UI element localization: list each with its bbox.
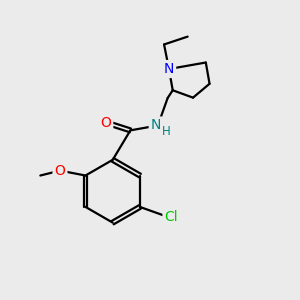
Text: H: H (162, 125, 171, 138)
Text: N: N (164, 62, 174, 76)
Text: Cl: Cl (164, 210, 178, 224)
Text: O: O (55, 164, 65, 178)
Text: N: N (151, 118, 161, 133)
Text: O: O (100, 116, 111, 130)
